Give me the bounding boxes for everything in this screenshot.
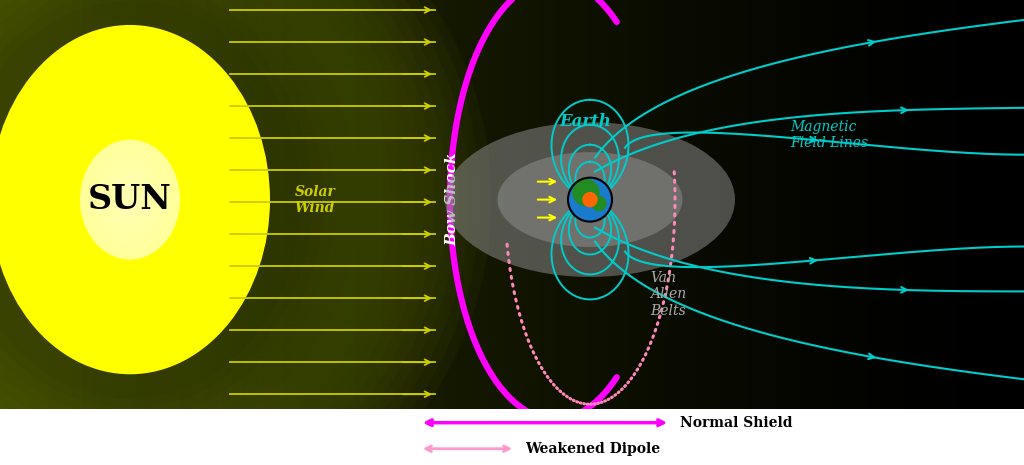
Ellipse shape bbox=[0, 25, 270, 374]
Ellipse shape bbox=[123, 191, 137, 208]
Ellipse shape bbox=[25, 69, 234, 331]
Ellipse shape bbox=[116, 182, 144, 217]
Text: Bow Shock: Bow Shock bbox=[445, 153, 459, 246]
Ellipse shape bbox=[74, 130, 186, 270]
Circle shape bbox=[573, 179, 599, 206]
Ellipse shape bbox=[81, 139, 179, 261]
Ellipse shape bbox=[32, 77, 228, 322]
Ellipse shape bbox=[445, 122, 735, 277]
Ellipse shape bbox=[46, 95, 214, 305]
Text: Weakened Dipole: Weakened Dipole bbox=[525, 442, 660, 456]
Text: Normal Shield: Normal Shield bbox=[680, 416, 793, 430]
Ellipse shape bbox=[67, 121, 193, 278]
Ellipse shape bbox=[60, 112, 200, 287]
Ellipse shape bbox=[498, 152, 683, 247]
Ellipse shape bbox=[88, 147, 172, 252]
Ellipse shape bbox=[18, 60, 242, 339]
Text: SUN: SUN bbox=[88, 183, 172, 216]
Ellipse shape bbox=[0, 33, 263, 365]
Ellipse shape bbox=[95, 156, 165, 243]
Ellipse shape bbox=[109, 173, 151, 226]
Ellipse shape bbox=[53, 104, 207, 296]
Ellipse shape bbox=[11, 51, 249, 348]
Circle shape bbox=[592, 197, 606, 211]
Ellipse shape bbox=[4, 42, 256, 357]
Circle shape bbox=[583, 193, 597, 206]
Ellipse shape bbox=[39, 86, 221, 313]
Ellipse shape bbox=[102, 165, 158, 234]
Text: Van
Allen
Belts: Van Allen Belts bbox=[650, 271, 686, 318]
Ellipse shape bbox=[80, 140, 180, 259]
Circle shape bbox=[568, 178, 612, 221]
Text: Earth: Earth bbox=[559, 113, 611, 130]
Text: Magnetic
Field Lines: Magnetic Field Lines bbox=[790, 120, 868, 150]
Text: Solar
Wind: Solar Wind bbox=[295, 185, 336, 215]
